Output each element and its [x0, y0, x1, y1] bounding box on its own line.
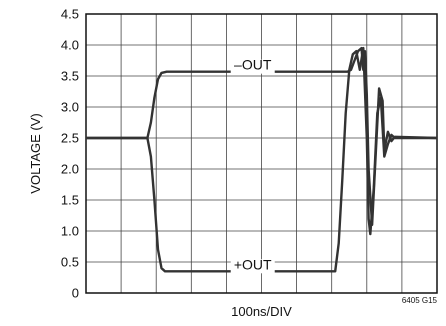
y-tick-label: 1.5 — [61, 193, 79, 208]
chart-grid — [86, 14, 437, 293]
plot-frame — [85, 13, 438, 294]
y-tick-label: 2.5 — [61, 131, 79, 146]
series-line — [86, 46, 437, 273]
y-tick-label: 4.5 — [61, 7, 79, 22]
figure-code: 6405 G15 — [402, 296, 438, 305]
y-tick-label: 2.0 — [61, 162, 79, 177]
series-label: +OUT — [234, 256, 272, 272]
y-tick-label: 1.0 — [61, 224, 79, 239]
y-axis-label: VOLTAGE (V) — [28, 113, 43, 193]
y-tick-label: 0 — [72, 286, 79, 301]
y-tick-label: 4.0 — [61, 38, 79, 53]
series-label-background — [230, 259, 275, 274]
series-label: –OUT — [234, 57, 272, 73]
series-lines — [86, 46, 438, 273]
y-tick-label: 3.5 — [61, 69, 79, 84]
x-axis-label: 100ns/DIV — [231, 304, 292, 319]
y-tick-label: 3.0 — [61, 100, 79, 115]
series-labels: –OUT +OUT — [230, 57, 275, 274]
y-tick-label: 0.5 — [61, 255, 79, 270]
series-label-background — [230, 59, 275, 74]
y-tick-labels: 0 0.5 1.0 1.5 2.0 2.5 3.0 3.5 4.0 4.5 — [61, 7, 79, 301]
